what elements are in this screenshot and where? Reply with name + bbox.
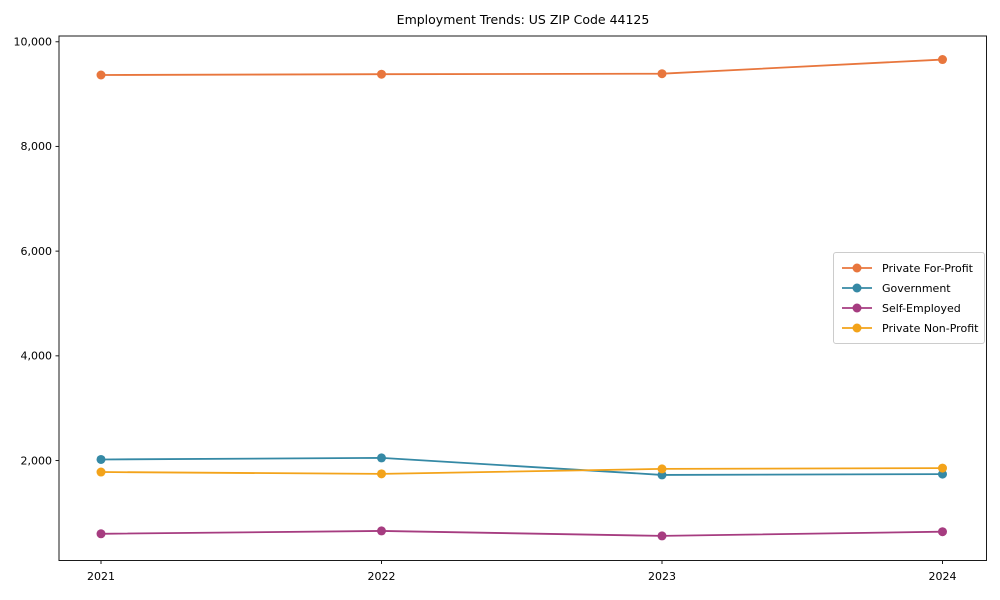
data-point [377, 69, 386, 79]
y-tick-label: 2,000 [21, 454, 53, 467]
y-tick-label: 10,000 [14, 36, 53, 49]
series-line-private-non-profit [100, 467, 943, 475]
legend-label: Self-Employed [882, 301, 961, 315]
data-point [657, 69, 667, 79]
x-tick-label: 2024 [929, 570, 957, 583]
plot-frame [58, 35, 987, 561]
data-point [377, 453, 386, 463]
data-point [96, 529, 106, 539]
legend-item-government: Government [842, 278, 980, 298]
legend-label: Private Non-Profit [882, 321, 979, 335]
legend-label: Private For-Profit [882, 261, 973, 275]
x-tick-label: 2021 [87, 570, 115, 583]
legend-item-self-employed: Self-Employed [842, 298, 980, 318]
x-tick-label: 2022 [368, 570, 396, 583]
data-point [96, 454, 106, 464]
legend-marker-icon [842, 323, 872, 333]
legend-marker-icon [842, 303, 872, 313]
chart-title: Employment Trends: US ZIP Code 44125 [396, 12, 650, 27]
legend-item-private-non-profit: Private Non-Profit [842, 318, 980, 338]
series-line-private-for-profit [100, 58, 943, 76]
data-point [938, 463, 947, 473]
y-tick-label: 4,000 [21, 350, 53, 363]
legend-item-private-for-profit: Private For-Profit [842, 258, 980, 278]
data-point [938, 55, 947, 65]
legend-label: Government [882, 281, 951, 295]
legend: Private For-Profit Government Self-Employe… [833, 252, 985, 344]
data-point [96, 70, 106, 80]
y-tick-label: 6,000 [21, 245, 53, 258]
data-point [377, 469, 386, 479]
x-tick-label: 2023 [648, 570, 676, 583]
series-line-self-employed [100, 530, 943, 537]
data-point [938, 527, 947, 537]
data-point [657, 531, 667, 541]
data-point [96, 467, 106, 477]
series-line-government [100, 457, 943, 476]
data-point [377, 526, 386, 536]
data-point [657, 464, 667, 474]
y-tick-label: 8,000 [21, 140, 53, 153]
legend-marker-icon [842, 263, 872, 273]
legend-marker-icon [842, 283, 872, 293]
